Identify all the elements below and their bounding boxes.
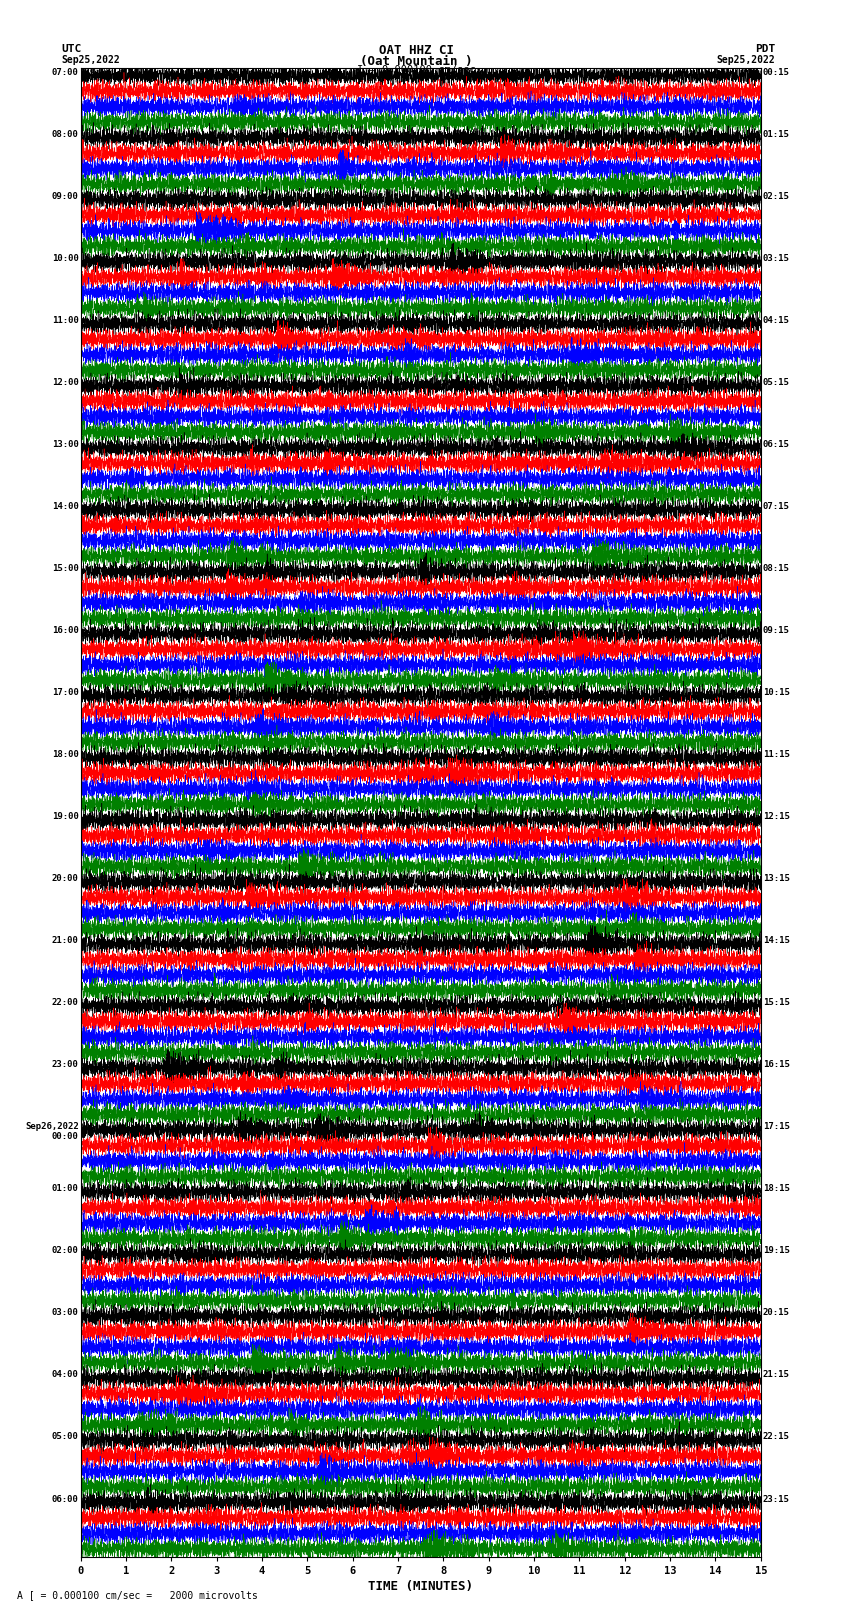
Text: Sep26,2022
00:00: Sep26,2022 00:00 bbox=[25, 1123, 79, 1140]
Text: 22:00: 22:00 bbox=[52, 998, 79, 1007]
Text: 02:15: 02:15 bbox=[762, 192, 790, 200]
Text: 19:00: 19:00 bbox=[52, 813, 79, 821]
Text: I = 0.000100 cm/sec: I = 0.000100 cm/sec bbox=[357, 65, 476, 74]
Text: 14:15: 14:15 bbox=[762, 936, 790, 945]
Text: 15:15: 15:15 bbox=[762, 998, 790, 1007]
Text: 17:15: 17:15 bbox=[762, 1123, 790, 1131]
Text: 07:00: 07:00 bbox=[52, 68, 79, 77]
Text: (Oat Mountain ): (Oat Mountain ) bbox=[360, 55, 473, 68]
Text: 16:00: 16:00 bbox=[52, 626, 79, 636]
Text: 01:15: 01:15 bbox=[762, 129, 790, 139]
Text: 09:00: 09:00 bbox=[52, 192, 79, 200]
Text: 13:15: 13:15 bbox=[762, 874, 790, 884]
Text: 23:15: 23:15 bbox=[762, 1495, 790, 1503]
Text: 20:00: 20:00 bbox=[52, 874, 79, 884]
Text: 11:15: 11:15 bbox=[762, 750, 790, 760]
Text: 01:00: 01:00 bbox=[52, 1184, 79, 1194]
Text: 07:15: 07:15 bbox=[762, 502, 790, 511]
Text: 04:00: 04:00 bbox=[52, 1371, 79, 1379]
Text: A [ = 0.000100 cm/sec =   2000 microvolts: A [ = 0.000100 cm/sec = 2000 microvolts bbox=[17, 1590, 258, 1600]
Text: 21:15: 21:15 bbox=[762, 1371, 790, 1379]
Text: 13:00: 13:00 bbox=[52, 440, 79, 448]
X-axis label: TIME (MINUTES): TIME (MINUTES) bbox=[368, 1579, 473, 1592]
Text: 11:00: 11:00 bbox=[52, 316, 79, 324]
Text: Sep25,2022: Sep25,2022 bbox=[717, 55, 775, 65]
Text: 05:15: 05:15 bbox=[762, 377, 790, 387]
Text: 02:00: 02:00 bbox=[52, 1247, 79, 1255]
Text: OAT HHZ CI: OAT HHZ CI bbox=[379, 44, 454, 58]
Text: 21:00: 21:00 bbox=[52, 936, 79, 945]
Text: Sep25,2022: Sep25,2022 bbox=[61, 55, 120, 65]
Text: 22:15: 22:15 bbox=[762, 1432, 790, 1442]
Text: 09:15: 09:15 bbox=[762, 626, 790, 636]
Text: 08:00: 08:00 bbox=[52, 129, 79, 139]
Text: 15:00: 15:00 bbox=[52, 565, 79, 573]
Text: 00:15: 00:15 bbox=[762, 68, 790, 77]
Text: 10:15: 10:15 bbox=[762, 689, 790, 697]
Text: 16:15: 16:15 bbox=[762, 1060, 790, 1069]
Text: 05:00: 05:00 bbox=[52, 1432, 79, 1442]
Text: PDT: PDT bbox=[755, 44, 775, 55]
Text: 17:00: 17:00 bbox=[52, 689, 79, 697]
Text: 06:00: 06:00 bbox=[52, 1495, 79, 1503]
Text: 20:15: 20:15 bbox=[762, 1308, 790, 1318]
Text: 03:15: 03:15 bbox=[762, 253, 790, 263]
Text: UTC: UTC bbox=[61, 44, 82, 55]
Text: 12:15: 12:15 bbox=[762, 813, 790, 821]
Text: 06:15: 06:15 bbox=[762, 440, 790, 448]
Text: 04:15: 04:15 bbox=[762, 316, 790, 324]
Text: 18:00: 18:00 bbox=[52, 750, 79, 760]
Text: 23:00: 23:00 bbox=[52, 1060, 79, 1069]
Text: 10:00: 10:00 bbox=[52, 253, 79, 263]
Text: 08:15: 08:15 bbox=[762, 565, 790, 573]
Text: 19:15: 19:15 bbox=[762, 1247, 790, 1255]
Text: 12:00: 12:00 bbox=[52, 377, 79, 387]
Text: 18:15: 18:15 bbox=[762, 1184, 790, 1194]
Text: 14:00: 14:00 bbox=[52, 502, 79, 511]
Text: 03:00: 03:00 bbox=[52, 1308, 79, 1318]
